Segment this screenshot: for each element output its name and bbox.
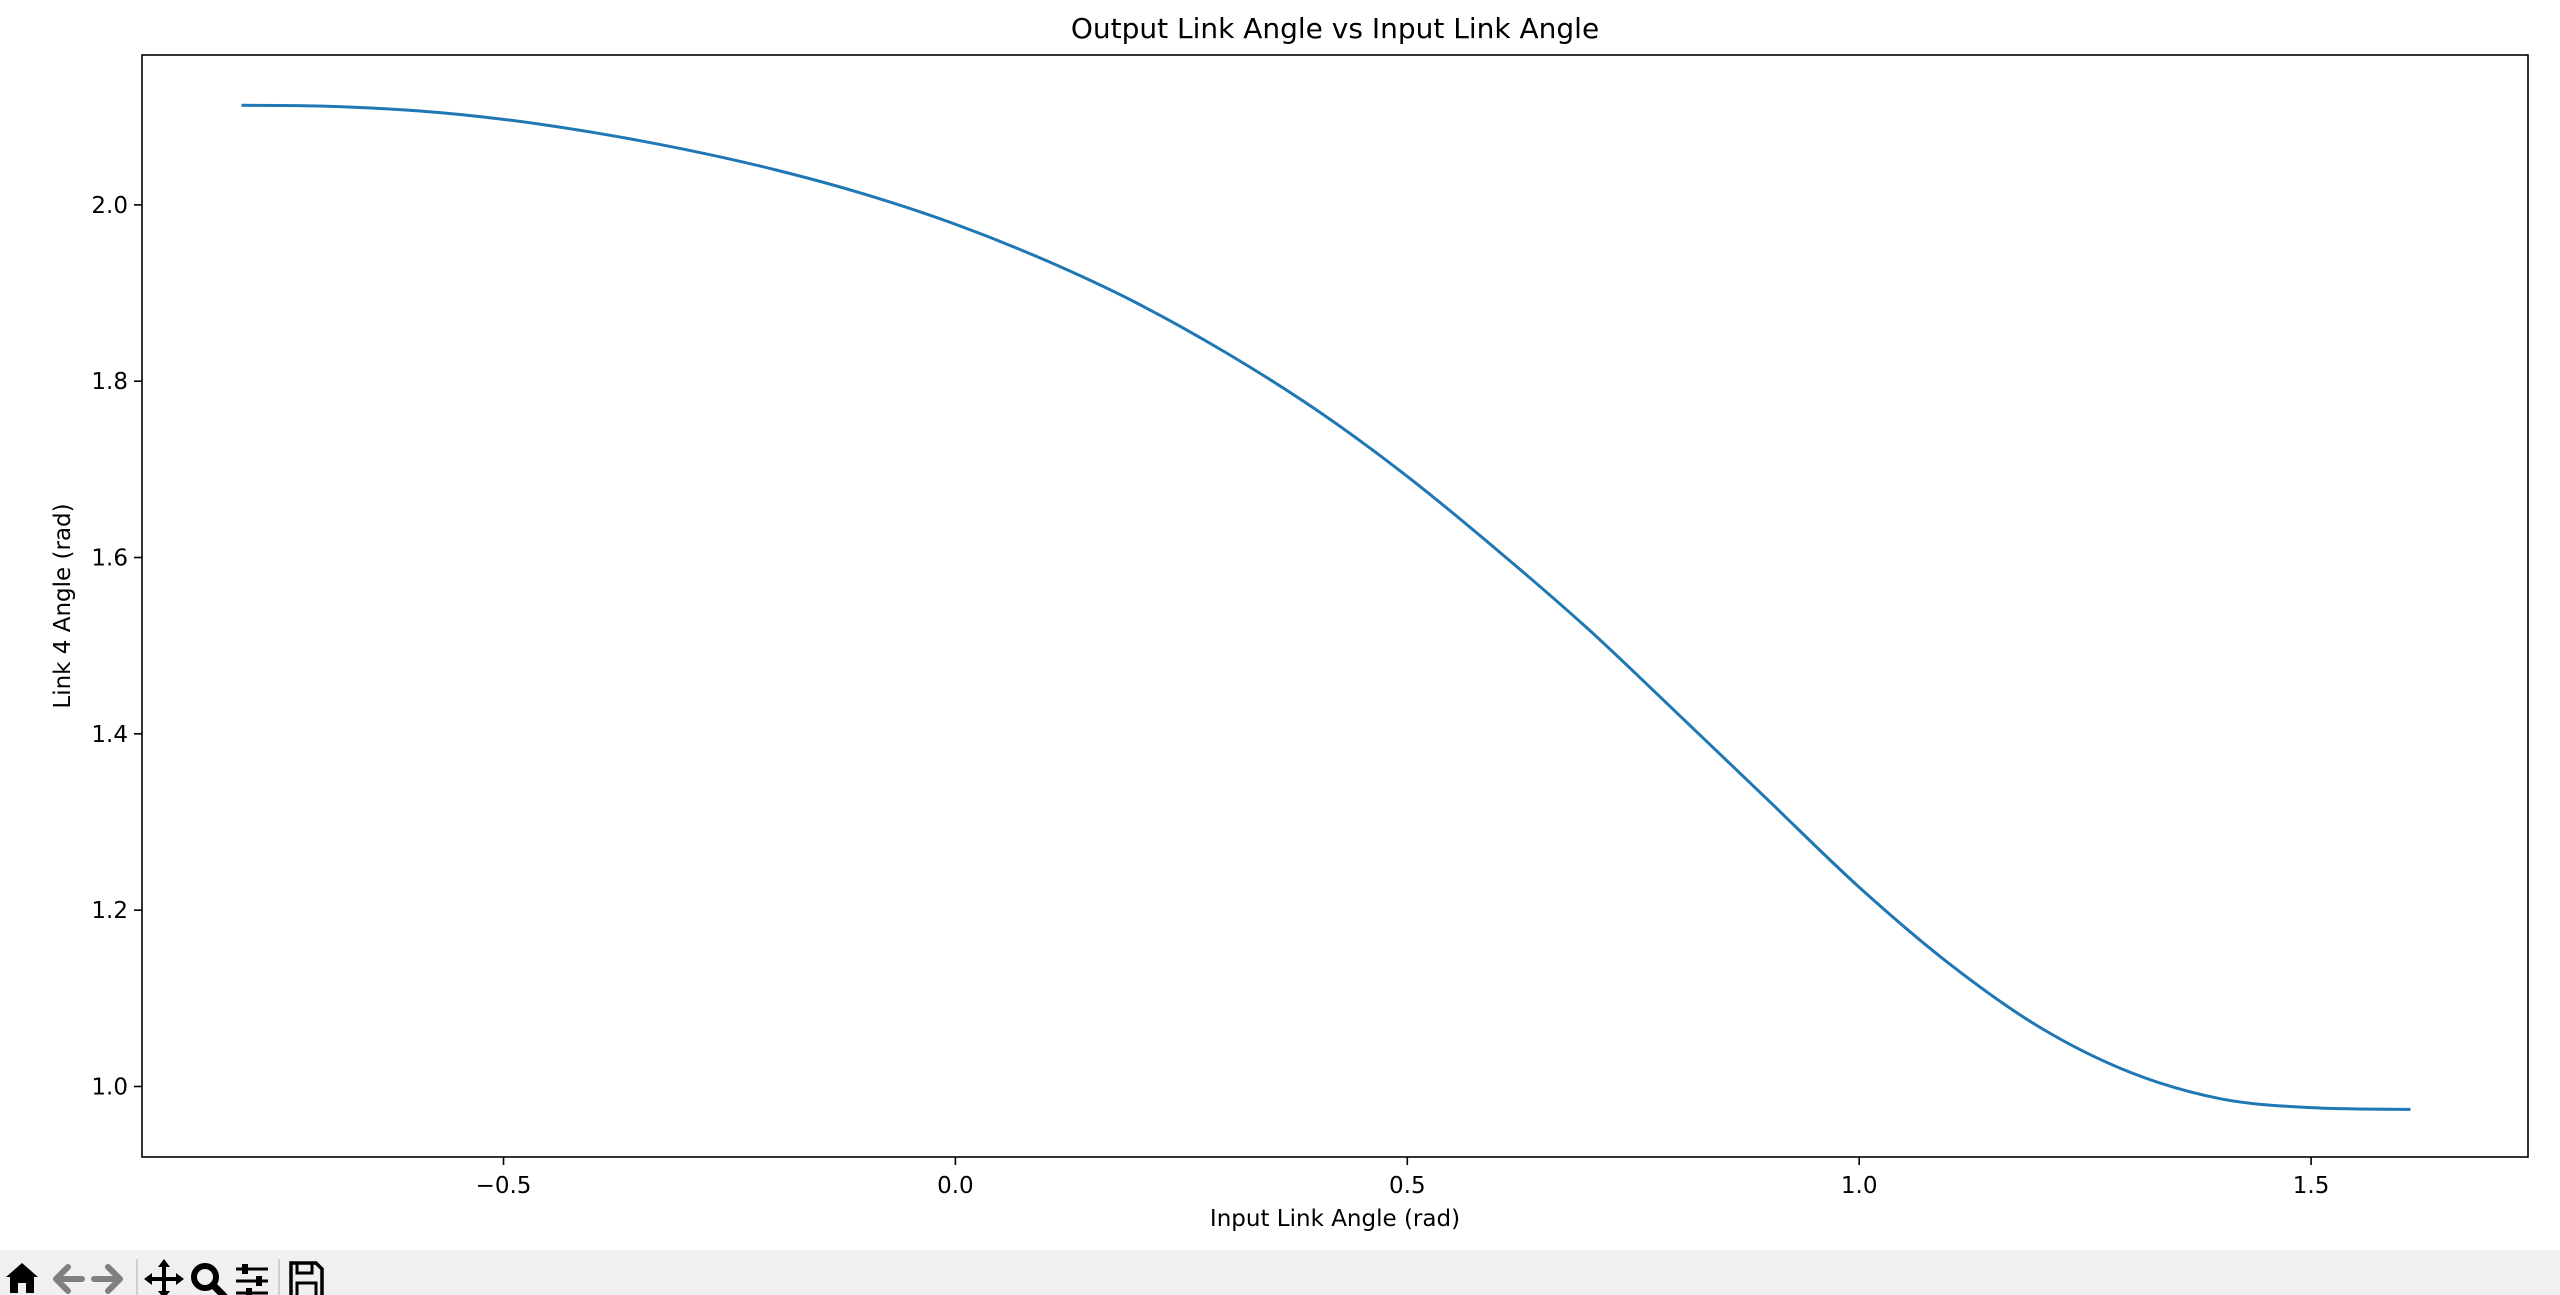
pan-button[interactable]: [142, 1250, 186, 1295]
pan-icon: [144, 1259, 184, 1295]
plot-area: [141, 54, 2529, 1158]
y-tick-label: 1.0: [91, 1074, 128, 1100]
zoom-button[interactable]: [186, 1250, 230, 1295]
save-icon: [289, 1261, 324, 1295]
x-axis-label: Input Link Angle (rad): [1210, 1206, 1460, 1232]
navigation-toolbar: [0, 1250, 2560, 1295]
series-line: [241, 103, 2411, 1111]
toolbar-separator: [136, 1259, 138, 1295]
y-axis: 1.0 1.2 1.4 1.6 1.8 2.0: [91, 193, 142, 1100]
forward-button[interactable]: [88, 1250, 132, 1295]
x-tick-label: 0.0: [937, 1173, 974, 1199]
home-button[interactable]: [0, 1250, 44, 1295]
x-tick-label: 0.5: [1389, 1173, 1426, 1199]
back-icon: [53, 1264, 85, 1294]
forward-icon: [91, 1264, 123, 1294]
configure-subplots-icon: [236, 1264, 268, 1295]
y-tick-label: 1.2: [91, 898, 128, 924]
configure-subplots-button[interactable]: [230, 1250, 274, 1295]
save-button[interactable]: [284, 1250, 328, 1295]
y-tick-label: 2.0: [91, 193, 128, 219]
chart-title: Output Link Angle vs Input Link Angle: [1071, 12, 1599, 45]
toolbar-separator: [278, 1259, 280, 1295]
figure-canvas: −0.5 0.0 0.5 1.0 1.5 1.0 1.2 1.4 1.6 1.8 2.0 Outp…: [50, 12, 2529, 1232]
y-tick-label: 1.6: [91, 546, 128, 572]
chart: −0.5 0.0 0.5 1.0 1.5 1.0 1.2 1.4 1.6 1.8 2.0 Outp…: [50, 12, 2529, 1232]
y-tick-label: 1.8: [91, 369, 128, 395]
x-tick-label: 1.5: [2293, 1173, 2330, 1199]
zoom-icon: [191, 1263, 228, 1295]
x-axis: −0.5 0.0 0.5 1.0 1.5: [476, 1157, 2330, 1199]
x-tick-label: 1.0: [1841, 1173, 1878, 1199]
x-tick-label: −0.5: [476, 1173, 532, 1199]
y-tick-label: 1.4: [91, 722, 128, 748]
back-button[interactable]: [44, 1250, 88, 1295]
home-icon: [6, 1263, 38, 1293]
series-layer: [241, 103, 2411, 1111]
y-axis-label: Link 4 Angle (rad): [50, 503, 76, 708]
